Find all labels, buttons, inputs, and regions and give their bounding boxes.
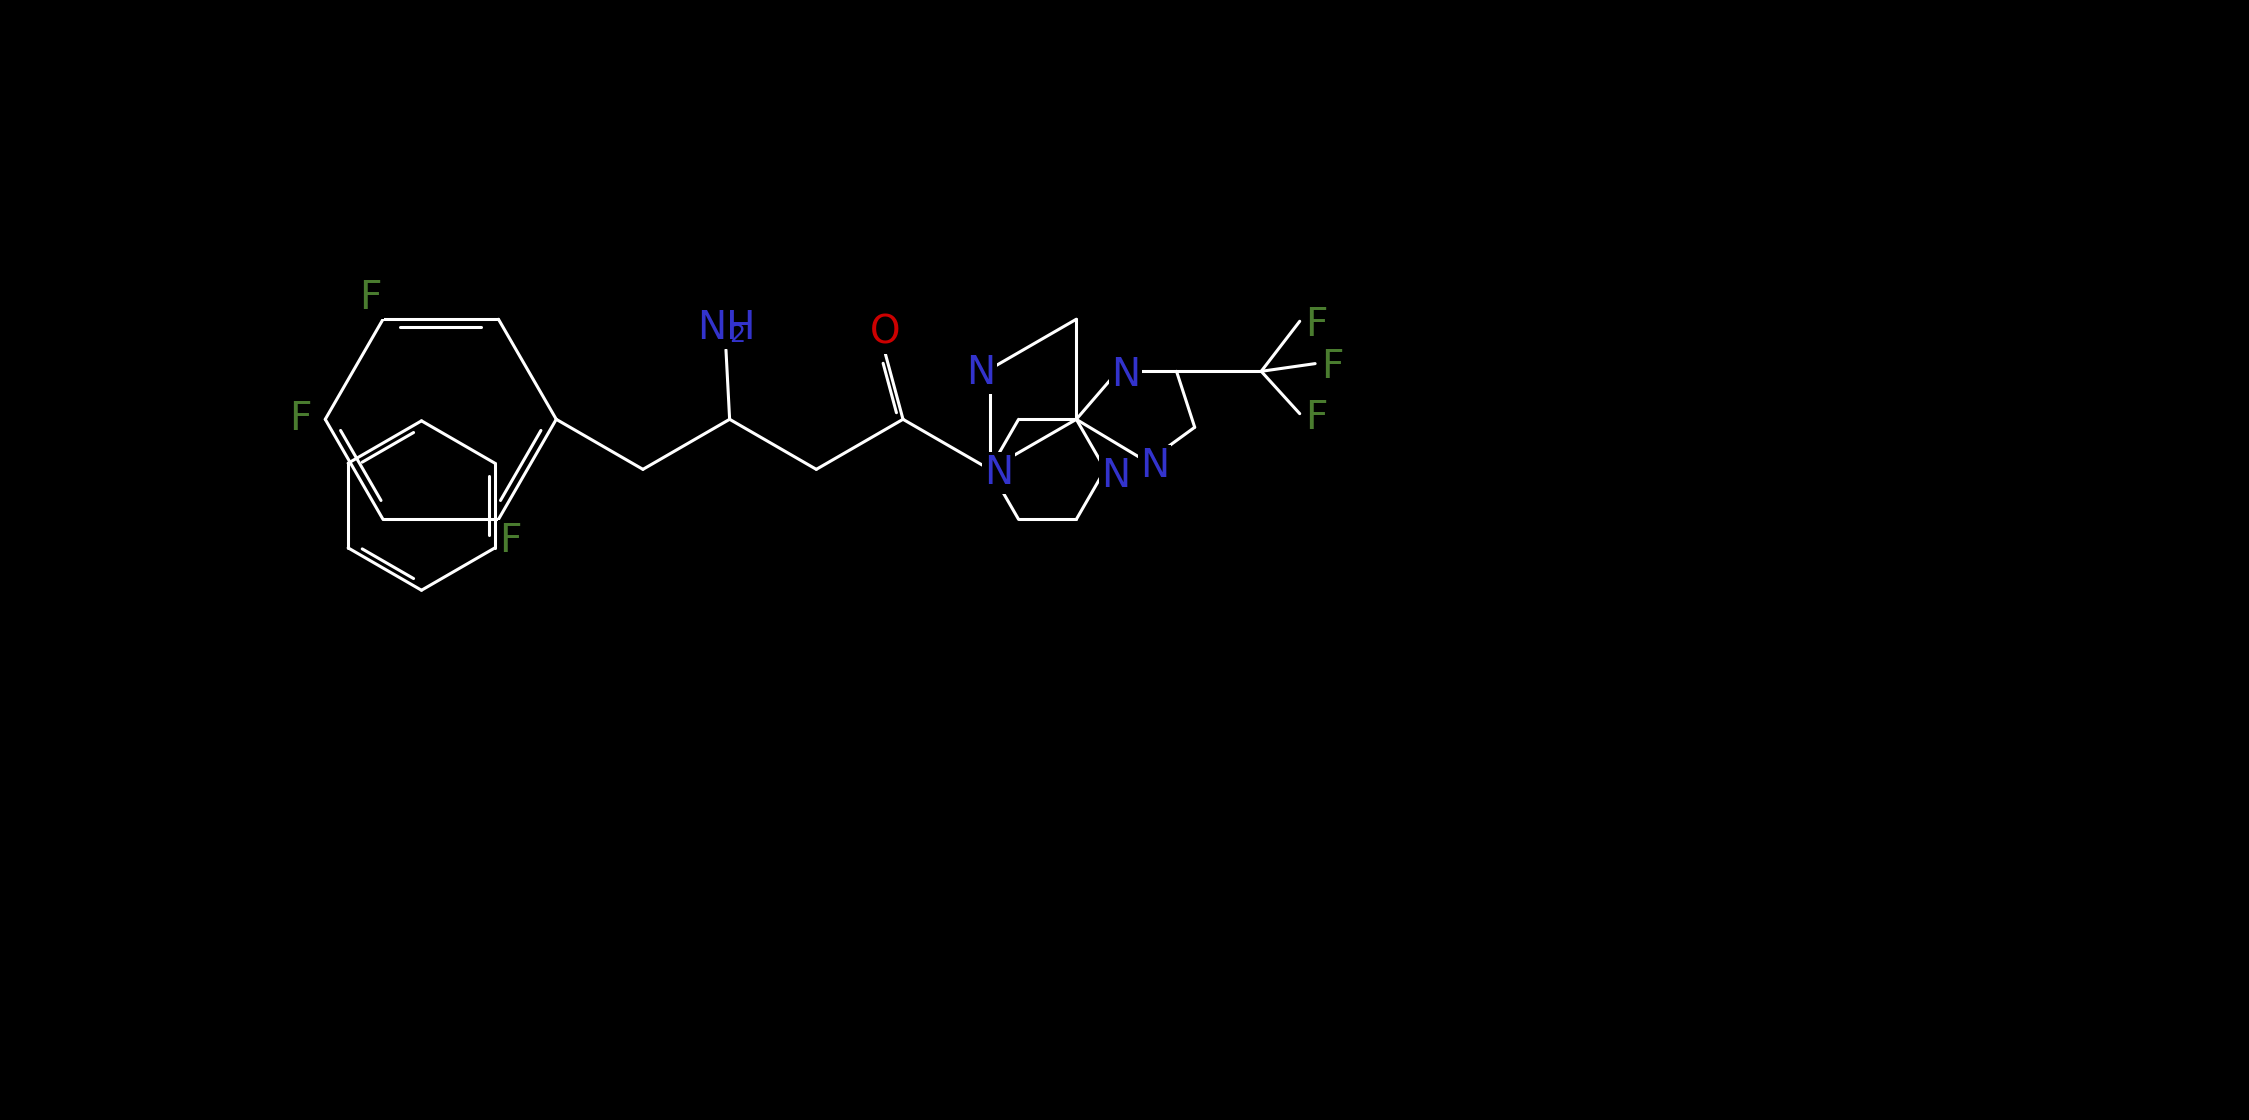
Text: F: F — [1304, 399, 1327, 437]
Text: O: O — [870, 314, 902, 352]
Text: F: F — [360, 279, 382, 317]
Text: F: F — [1304, 306, 1327, 344]
Text: N: N — [1140, 447, 1169, 485]
Text: N: N — [1111, 356, 1140, 394]
Text: N: N — [965, 354, 994, 392]
Text: F: F — [499, 522, 522, 560]
Text: F: F — [1320, 348, 1343, 386]
Text: F: F — [290, 400, 313, 438]
Text: N: N — [985, 455, 1014, 492]
Text: NH: NH — [697, 309, 756, 347]
Text: N: N — [1102, 457, 1131, 495]
Text: 2: 2 — [729, 324, 744, 347]
